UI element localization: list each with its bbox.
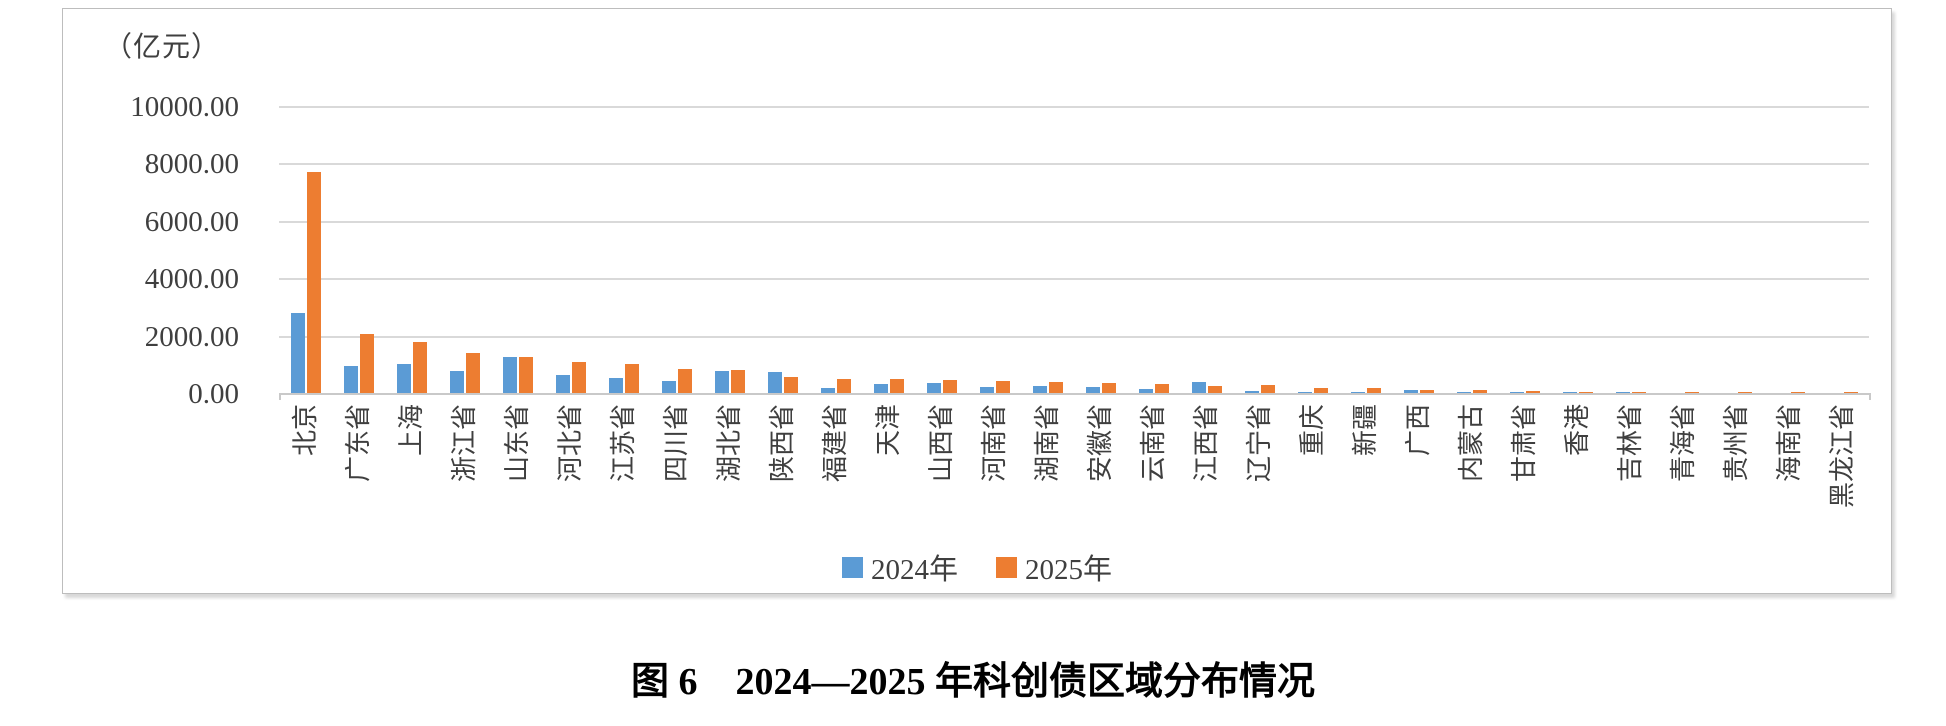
bar-2024年-辽宁省	[1245, 391, 1259, 393]
legend-swatch-icon	[996, 556, 1017, 578]
chart-figure: （亿元） 0.00 2000.00 4000.00 6000.00 8000.00 100…	[62, 8, 1892, 594]
bar-2025年-辽宁省	[1261, 385, 1275, 393]
y-axis-unit-label: （亿元）	[104, 32, 221, 63]
legend-label: 2024年	[870, 554, 958, 586]
chart-legend: 2024年 2025年	[63, 546, 1891, 588]
bar-2025年-云南省	[1155, 384, 1169, 393]
y-axis-tick-label: 0.00	[188, 378, 239, 410]
bar-2024年-山东省	[503, 357, 517, 393]
gridline	[279, 278, 1869, 280]
legend-label: 2025年	[1025, 554, 1113, 586]
bar-2025年-香港	[1579, 392, 1593, 393]
bar-2025年-山东省	[519, 357, 533, 393]
gridline	[279, 336, 1869, 338]
y-axis-tick-label: 6000.00	[144, 206, 239, 238]
bar-2025年-青海省	[1685, 392, 1699, 393]
bar-2024年-江西省	[1192, 382, 1206, 393]
bar-2025年-黑龙江省	[1844, 392, 1858, 393]
bar-2024年-新疆	[1351, 392, 1365, 393]
bar-2024年-河北省	[556, 375, 570, 393]
bar-2025年-四川省	[678, 369, 692, 393]
bar-2024年-浙江省	[450, 371, 464, 393]
y-axis-tick-label: 10000.00	[130, 91, 239, 123]
bar-2024年-山西省	[927, 383, 941, 393]
bar-2024年-江苏省	[609, 378, 623, 393]
bar-2024年-内蒙古	[1457, 392, 1471, 393]
bar-2024年-香港	[1563, 392, 1577, 393]
gridline	[279, 221, 1869, 223]
bar-2024年-北京	[291, 313, 305, 393]
axis-tick-mark	[279, 393, 281, 400]
bar-2025年-吉林省	[1632, 392, 1646, 393]
legend-item: 2025年	[996, 546, 1112, 588]
bar-2024年-河南省	[980, 387, 994, 393]
gridline	[279, 106, 1869, 108]
bar-2025年-重庆	[1314, 388, 1328, 393]
bar-2024年-安徽省	[1086, 387, 1100, 393]
bar-2025年-江苏省	[625, 364, 639, 393]
legend-item: 2024年	[841, 546, 958, 588]
bar-2024年-湖南省	[1033, 386, 1047, 393]
bar-2025年-甘肃省	[1526, 391, 1540, 393]
figure-caption: 图 6 2024—2025 年科创债区域分布情况	[630, 661, 1315, 703]
bar-2025年-上海	[413, 342, 427, 393]
bar-2024年-天津	[874, 384, 888, 393]
bar-2024年-上海	[397, 364, 411, 393]
bar-2025年-贵州省	[1738, 392, 1752, 393]
bar-2025年-浙江省	[466, 353, 480, 393]
y-axis-tick-label: 8000.00	[144, 148, 239, 180]
axis-tick-mark	[1869, 393, 1871, 400]
bar-2025年-陕西省	[784, 377, 798, 393]
bar-2024年-云南省	[1139, 389, 1153, 393]
bar-2024年-四川省	[662, 381, 676, 393]
bar-2025年-广东省	[360, 334, 374, 393]
bar-2024年-甘肃省	[1510, 392, 1524, 393]
bar-2025年-天津	[890, 379, 904, 393]
bar-2024年-广西	[1404, 390, 1418, 393]
bar-2025年-内蒙古	[1473, 390, 1487, 393]
gridline	[279, 163, 1869, 165]
bar-2025年-河南省	[996, 381, 1010, 393]
bar-2025年-福建省	[837, 379, 851, 393]
bar-2025年-湖南省	[1049, 382, 1063, 393]
y-axis-tick-label: 2000.00	[144, 321, 239, 353]
legend-swatch-icon	[841, 556, 863, 578]
bar-2025年-安徽省	[1102, 383, 1116, 393]
bar-2024年-福建省	[821, 388, 835, 393]
bar-2025年-广西	[1420, 390, 1434, 393]
bar-2025年-江西省	[1208, 386, 1222, 393]
bar-2025年-北京	[307, 172, 321, 393]
bar-2025年-湖北省	[731, 370, 745, 393]
bar-2024年-广东省	[344, 366, 358, 393]
bar-2024年-湖北省	[715, 371, 729, 393]
bar-2024年-陕西省	[768, 372, 782, 393]
x-axis-line	[279, 393, 1869, 395]
y-axis-tick-label: 4000.00	[144, 263, 239, 295]
bar-2024年-吉林省	[1616, 392, 1630, 393]
bar-2025年-山西省	[943, 380, 957, 393]
bar-2024年-重庆	[1298, 392, 1312, 393]
bar-2025年-河北省	[572, 362, 586, 393]
bar-2025年-新疆	[1367, 388, 1381, 393]
bar-2025年-海南省	[1791, 392, 1805, 393]
